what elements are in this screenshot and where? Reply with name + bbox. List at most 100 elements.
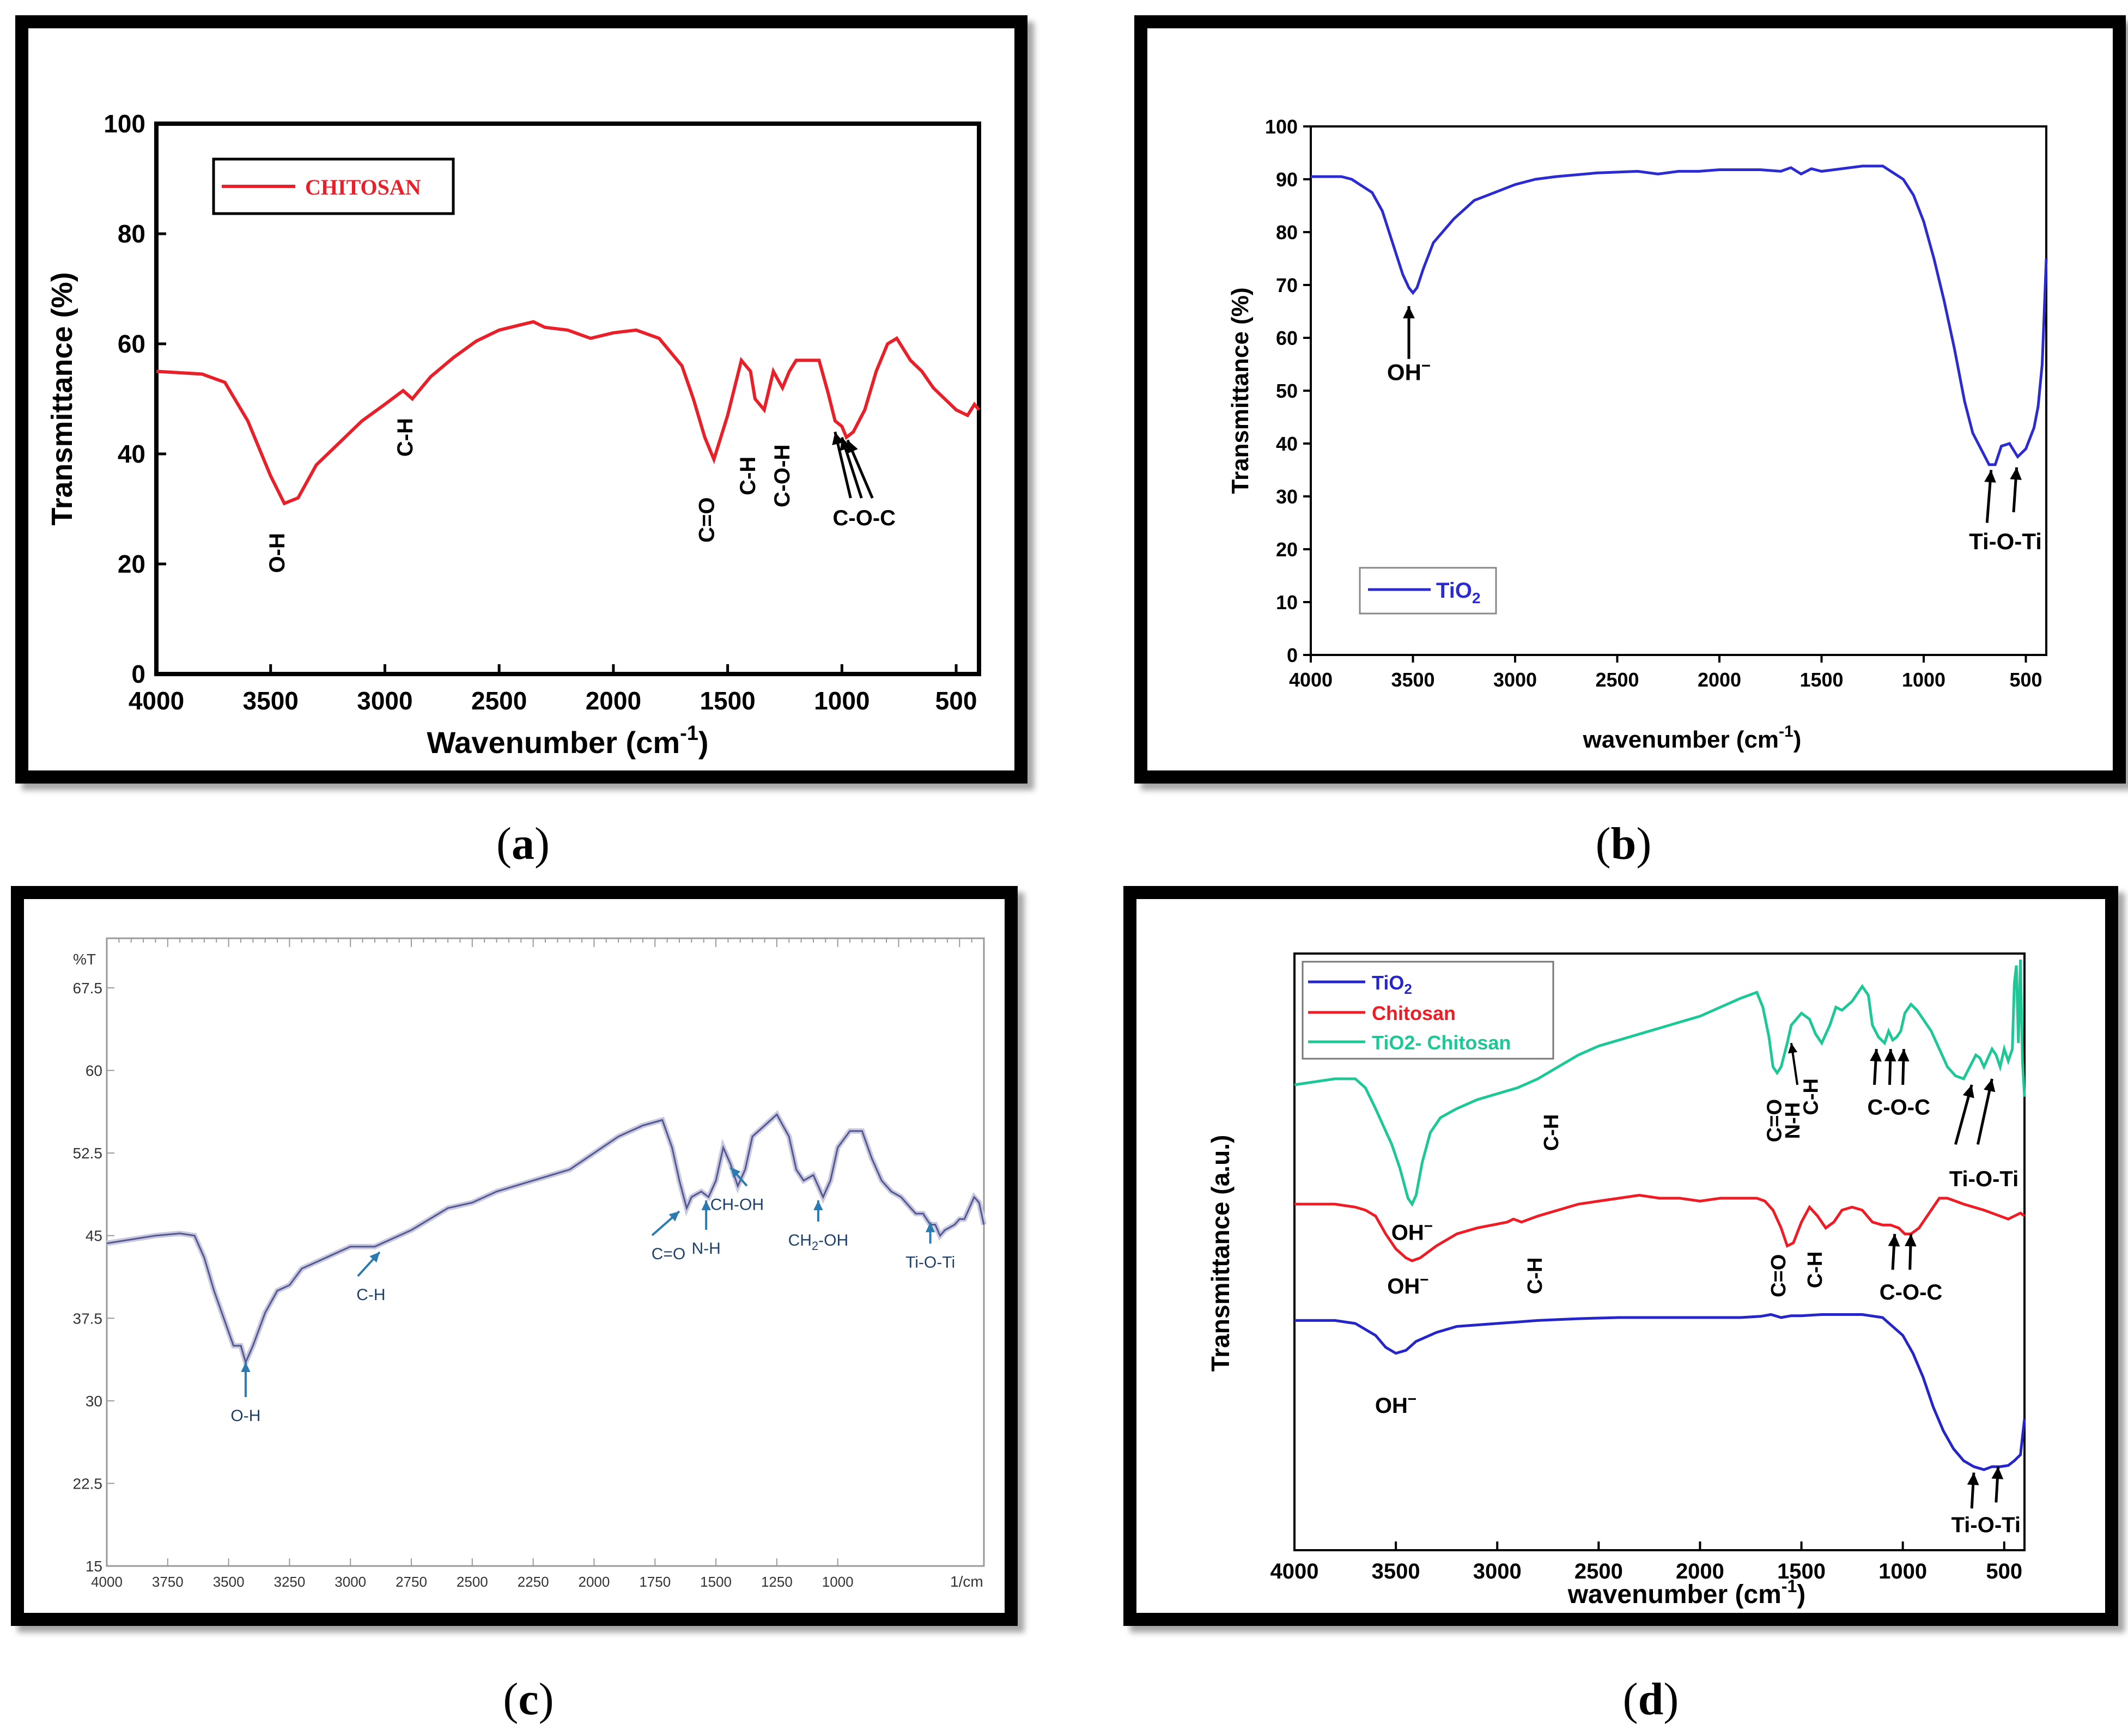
chart-b-ytick-label: 30 bbox=[1276, 485, 1298, 508]
chart-c-ytick-label: 15 bbox=[86, 1558, 102, 1575]
chart-b-xtick-label: 2000 bbox=[1698, 669, 1741, 691]
chart-d-legend-label-tio2: TiO2 bbox=[1372, 972, 1412, 997]
chart-c-series-halo bbox=[106, 1110, 987, 1370]
chart-c-ytick-label: 45 bbox=[86, 1228, 102, 1245]
chart-b-annotation-tioti: Ti-O-Ti bbox=[1969, 529, 2042, 554]
chart-c-arrow bbox=[729, 1166, 748, 1187]
chart-d-arrow bbox=[1967, 1472, 1979, 1509]
chart-c-xtick-label: 3000 bbox=[335, 1574, 366, 1590]
chart-b-xtick-label: 500 bbox=[2009, 669, 2042, 691]
chart-c-xtick-label: 1750 bbox=[639, 1574, 671, 1590]
chart-c-annotation: C-H bbox=[356, 1286, 385, 1304]
panel-b-tio2: 0 10 20 30 40 50 60 70 80 90 100 4000 3500 3000 2500 2… bbox=[1134, 15, 2126, 784]
chart-c: 15 22.5 30 37.5 45 52.5 60 67.5 4000 3750 3500 325… bbox=[73, 937, 987, 1590]
chart-c-arrow bbox=[925, 1222, 935, 1244]
chart-d-annotation-co: C=O bbox=[1767, 1254, 1790, 1297]
chart-c-top-ruler bbox=[106, 938, 984, 947]
chart-b-xlabel: wavenumber (cm-1) bbox=[1583, 723, 1802, 753]
chart-c-xtick-label: 4000 bbox=[91, 1574, 123, 1590]
chart-d-xlabel: wavenumber (cm-1) bbox=[1567, 1576, 1806, 1609]
chart-d-series-tio2 bbox=[1294, 1313, 2026, 1471]
chart-c-arrow bbox=[651, 1210, 680, 1236]
chart-c-xtick-label: 2000 bbox=[579, 1574, 610, 1590]
chart-d-annotation-coc: C-O-C bbox=[1867, 1096, 1930, 1120]
chart-a-ytick-label: 20 bbox=[118, 550, 145, 578]
chart-d-legend: TiO2 Chitosan TiO2- Chitosan bbox=[1302, 961, 1554, 1060]
chart-c-arrow bbox=[701, 1200, 711, 1230]
chart-b-series-tio2 bbox=[1311, 165, 2048, 466]
chart-d-annotation-tioti: Ti-O-Ti bbox=[1949, 1167, 2018, 1191]
chart-a-annotation: C=O bbox=[695, 497, 719, 543]
chart-c-arrow bbox=[357, 1251, 381, 1277]
chart-d-arrow bbox=[1905, 1234, 1917, 1270]
chart-d-annotation-ch: C-H bbox=[1540, 1114, 1563, 1151]
chart-a-xticks: 4000 3500 3000 2500 2000 1500 1000 500 bbox=[129, 664, 977, 715]
chart-a-annotation: C-O-C bbox=[833, 506, 896, 530]
chart-d-arrow bbox=[1954, 1084, 1974, 1145]
chart-d-series-tio2-chitosan bbox=[1294, 959, 2026, 1207]
chart-b-xtick-label: 3000 bbox=[1493, 669, 1537, 691]
chart-b-ytick-label: 100 bbox=[1265, 116, 1298, 138]
chart-b-ylabel: Transmittance (%) bbox=[1227, 288, 1254, 494]
chart-a-ylabel: Transmittance (%) bbox=[46, 272, 78, 525]
chart-c-ytick-label: 60 bbox=[86, 1063, 102, 1079]
chart-a-plot-border bbox=[154, 122, 981, 676]
chart-a-arrow bbox=[846, 439, 874, 499]
chart-c-ylabel: %T bbox=[73, 951, 96, 968]
chart-b-annotation-oh: OH− bbox=[1387, 357, 1431, 385]
chart-d-annotation-oh: OH− bbox=[1387, 1271, 1428, 1298]
chart-c-xtick-label: 2500 bbox=[457, 1574, 488, 1590]
chart-b-ytick-label: 40 bbox=[1276, 433, 1298, 455]
chart-c-annotation: O-H bbox=[230, 1407, 260, 1425]
chart-d-ylabel: Transmittance (a.u.) bbox=[1206, 1135, 1235, 1372]
chart-c-plot-border bbox=[106, 937, 985, 1567]
chart-a-xtick-label: 3000 bbox=[357, 687, 412, 715]
caption-d: (d) bbox=[1622, 1674, 1679, 1725]
chart-c-xtick-label: 3750 bbox=[152, 1574, 184, 1590]
chart-c-yticks: 15 22.5 30 37.5 45 52.5 60 67.5 bbox=[73, 980, 114, 1575]
chart-b: 0 10 20 30 40 50 60 70 80 90 100 4000 3500 3000 2500 2… bbox=[1227, 116, 2048, 753]
chart-d-annotation-nh: N-H bbox=[1782, 1102, 1804, 1139]
chart-d-xtick-label: 500 bbox=[1986, 1559, 2022, 1583]
chart-c-xunit: 1/cm bbox=[950, 1573, 983, 1590]
chart-b-arrow-tioti bbox=[2010, 467, 2022, 513]
chart-d-arrow bbox=[1888, 1234, 1900, 1270]
chart-a-annotation: C-H bbox=[393, 418, 417, 457]
chart-d: 4000 3500 3000 2500 2000 1500 1000 500 Transmit… bbox=[1206, 952, 2026, 1609]
chart-b-xtick-label: 1000 bbox=[1902, 669, 1945, 691]
chart-a-xtick-label: 4000 bbox=[129, 687, 184, 715]
caption-c: (c) bbox=[503, 1674, 554, 1725]
chart-c-xtick-label: 2250 bbox=[518, 1574, 549, 1590]
chart-a-legend-label: CHITOSAN bbox=[305, 175, 421, 199]
chart-d-annotation-tioti: Ti-O-Ti bbox=[1951, 1513, 2021, 1537]
chart-b-arrow-tioti bbox=[1984, 470, 1996, 523]
chart-c-ytick-label: 22.5 bbox=[73, 1475, 103, 1492]
panel-c-tio2-chitosan-raw: 15 22.5 30 37.5 45 52.5 60 67.5 4000 3750 3500 325… bbox=[11, 886, 1018, 1626]
chart-d-xtick-label: 3500 bbox=[1372, 1559, 1420, 1583]
chart-d-annotation-oh: OH− bbox=[1391, 1218, 1433, 1245]
chart-b-legend-label: TiO2 bbox=[1436, 579, 1481, 606]
chart-c-annotation: CH2-OH bbox=[788, 1231, 849, 1253]
chart-a-ytick-label: 0 bbox=[131, 660, 145, 688]
chart-a-xtick-label: 3500 bbox=[243, 687, 299, 715]
chart-d-xtick-label: 4000 bbox=[1270, 1559, 1319, 1583]
chart-b-ytick-label: 90 bbox=[1276, 168, 1298, 191]
chart-a-annotation: C-O-H bbox=[770, 445, 794, 508]
chart-b-yticks: 0 10 20 30 40 50 60 70 80 90 100 bbox=[1265, 116, 1311, 666]
chart-a-arrow bbox=[832, 432, 852, 499]
chart-c-ytick-label: 67.5 bbox=[73, 980, 103, 997]
chart-a-annotation: O-H bbox=[265, 533, 289, 573]
chart-a-annotation: C-H bbox=[736, 457, 760, 495]
chart-b-xticks: 4000 3500 3000 2500 2000 1500 1000 500 bbox=[1289, 655, 2042, 691]
chart-c-annotation: N-H bbox=[692, 1240, 721, 1258]
chart-a-xtick-label: 1000 bbox=[814, 687, 870, 715]
chart-c-xtick-label: 3250 bbox=[273, 1574, 305, 1590]
caption-a: (a) bbox=[496, 818, 550, 869]
caption-b: (b) bbox=[1595, 818, 1652, 869]
chart-a-series-chitosan bbox=[156, 320, 981, 506]
chart-c-xticks: 4000 3750 3500 3250 3000 2750 2500 2250 2000 1750… bbox=[91, 1558, 854, 1590]
chart-a-ytick-label: 40 bbox=[118, 440, 145, 468]
chart-b-legend: TiO2 bbox=[1359, 567, 1497, 615]
chart-d-plot-border bbox=[1293, 952, 2026, 1551]
